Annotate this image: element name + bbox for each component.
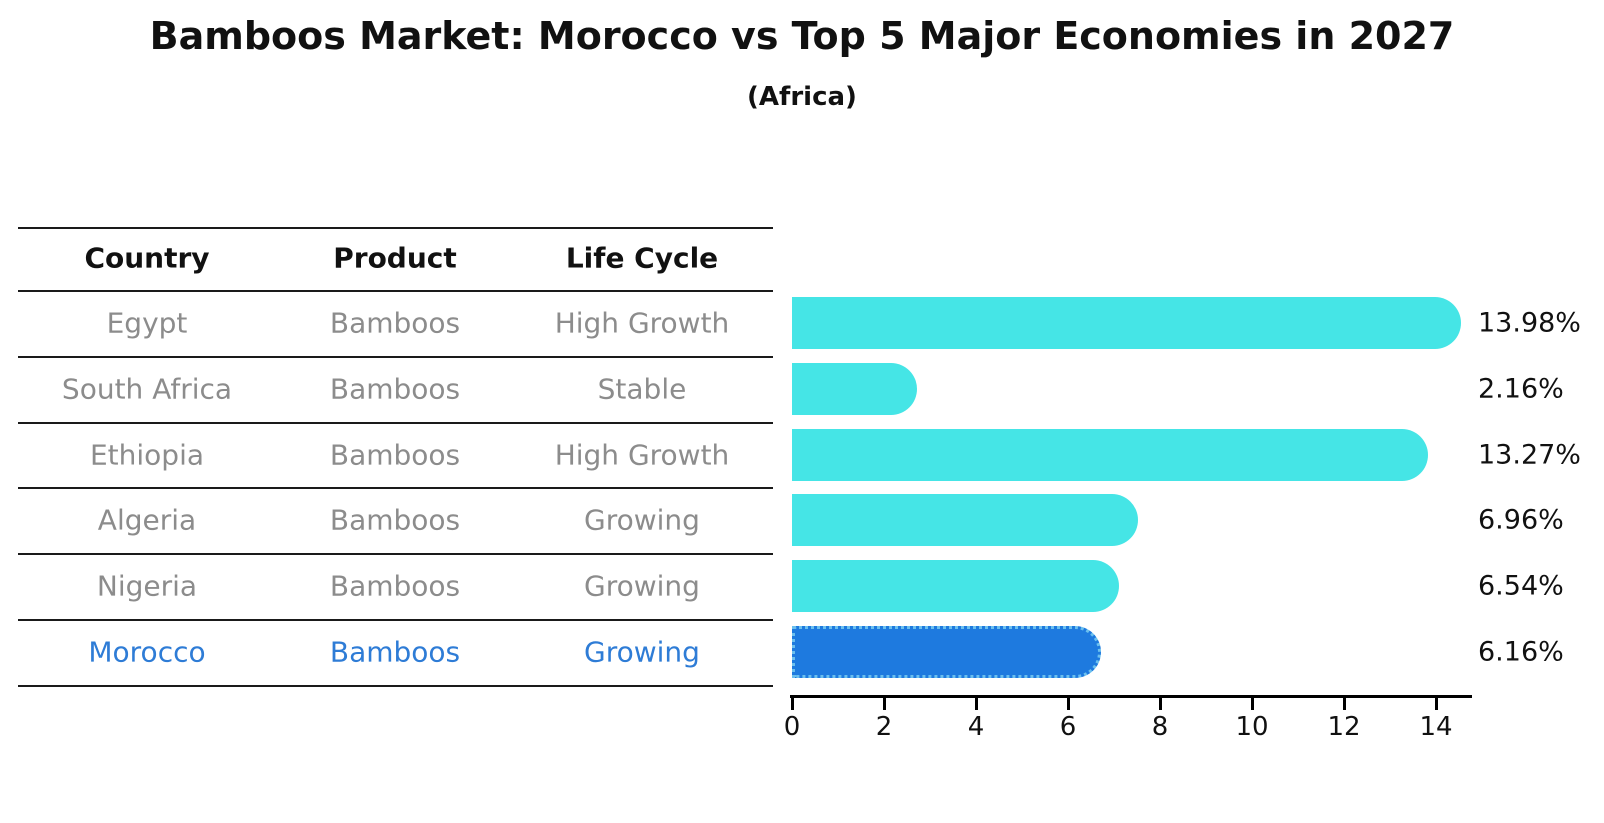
table-row-separator [18, 421, 773, 424]
table-cell-life-cycle: Growing [584, 635, 700, 669]
chart-subtitle: (Africa) [747, 82, 857, 112]
x-axis-tick-label: 6 [1059, 712, 1077, 742]
table-header-separator [18, 290, 773, 292]
bar-value-label: 6.54% [1478, 570, 1564, 602]
table-cell-country: Nigeria [96, 569, 198, 603]
bar-egypt [792, 297, 1462, 349]
table-cell-country: Morocco [88, 635, 206, 669]
x-axis-tick [1342, 697, 1346, 710]
table-header-life-cycle: Life Cycle [565, 241, 719, 275]
bar-value-label: 2.16% [1478, 373, 1564, 405]
table-cell-product: Bamboos [329, 372, 461, 406]
table-header-country: Country [84, 241, 210, 275]
bar-value-label: 6.16% [1478, 636, 1564, 668]
x-axis-tick-label: 10 [1235, 712, 1269, 742]
table-top-border [18, 227, 773, 229]
x-axis-tick-label: 12 [1327, 712, 1361, 742]
x-axis-tick [1158, 697, 1162, 710]
table-cell-product: Bamboos [329, 569, 461, 603]
x-axis-line [790, 695, 1472, 698]
bar-south-africa [792, 362, 918, 415]
table-row-separator [18, 553, 773, 556]
table-cell-life-cycle: High Growth [554, 306, 730, 340]
x-axis-tick-label: 4 [967, 712, 985, 742]
table-row-separator [18, 487, 773, 490]
table-cell-country: South Africa [61, 372, 233, 406]
x-axis-tick-label: 2 [875, 712, 893, 742]
x-axis-tick [790, 697, 794, 710]
bar-value-label: 13.98% [1478, 307, 1581, 339]
x-axis-tick [1250, 697, 1254, 710]
bar-highlight-morocco [792, 626, 1102, 678]
bar-nigeria [792, 560, 1119, 613]
x-axis-tick [1434, 697, 1438, 710]
x-axis-tick-label: 8 [1151, 712, 1169, 742]
table-cell-life-cycle: Growing [584, 569, 700, 603]
x-axis-tick [882, 697, 886, 710]
bar-value-label: 6.96% [1478, 504, 1564, 536]
table-row-separator [18, 355, 773, 358]
x-axis-tick [1066, 697, 1070, 710]
chart-title: Bamboos Market: Morocco vs Top 5 Major E… [149, 14, 1455, 58]
bar-value-label: 13.27% [1478, 439, 1581, 471]
table-cell-country: Algeria [97, 503, 197, 537]
x-axis-tick [974, 697, 978, 710]
table-cell-product: Bamboos [329, 503, 461, 537]
table-bottom-border [18, 684, 773, 687]
bar-algeria [792, 494, 1139, 547]
table-cell-life-cycle: High Growth [554, 438, 730, 472]
table-cell-product: Bamboos [329, 438, 461, 472]
table-cell-product: Bamboos [329, 306, 461, 340]
table-row-separator [18, 619, 773, 621]
table-cell-life-cycle: Growing [584, 503, 700, 537]
table-cell-country: Ethiopia [89, 438, 205, 472]
table-cell-product: Bamboos [329, 635, 461, 669]
x-axis-tick-label: 0 [783, 712, 801, 742]
table-cell-life-cycle: Stable [597, 372, 687, 406]
table-header-product: Product [333, 241, 457, 275]
x-axis-tick-label: 14 [1419, 712, 1453, 742]
bar-ethiopia [792, 428, 1429, 481]
table-cell-country: Egypt [106, 306, 188, 340]
